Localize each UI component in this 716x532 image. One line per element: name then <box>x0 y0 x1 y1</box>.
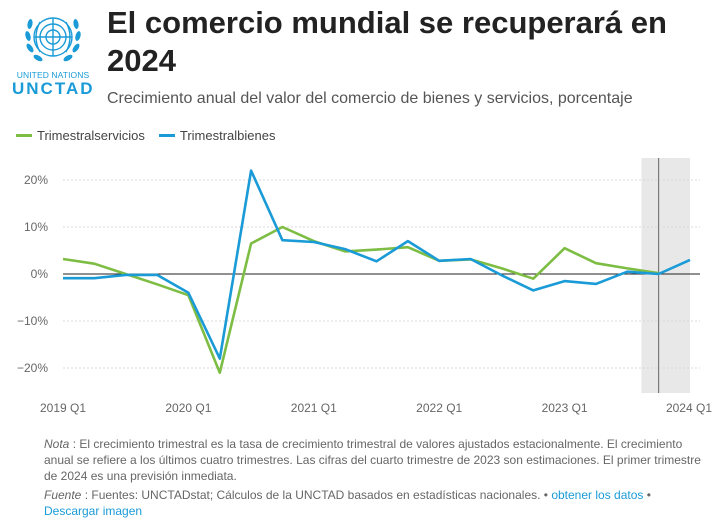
legend-label-servicios: Trimestralservicios <box>37 128 145 143</box>
nota-paragraph: Nota : El crecimiento trimestral es la t… <box>44 436 706 484</box>
nota-text: : El crecimiento trimestral es la tasa d… <box>44 437 701 483</box>
x-tick-label: 2019 Q1 <box>40 401 86 415</box>
y-tick-label: −20% <box>17 361 48 375</box>
y-tick-label: −10% <box>17 314 48 328</box>
fuente-paragraph: Fuente : Fuentes: UNCTADstat; Cálculos d… <box>44 487 706 519</box>
x-tick-label: 2023 Q1 <box>542 401 588 415</box>
x-tick-label: 2021 Q1 <box>291 401 337 415</box>
series-line-servicios <box>62 225 659 374</box>
un-emblem-icon <box>25 17 81 62</box>
get-data-link[interactable]: obtener los datos <box>551 488 644 502</box>
chart-title: El comercio mundial se recuperará en 202… <box>107 5 667 78</box>
nota-label: Nota <box>44 437 70 451</box>
separator: • <box>540 488 552 502</box>
y-tick-label: 0% <box>31 267 49 281</box>
legend-item-servicios[interactable]: Trimestralservicios <box>16 128 145 143</box>
fuente-text: : Fuentes: UNCTADstat; Cálculos de la UN… <box>81 488 541 502</box>
legend-item-bienes[interactable]: Trimestralbienes <box>158 128 276 143</box>
legend-label-bienes: Trimestralbienes <box>179 128 276 143</box>
x-tick-label: 2020 Q1 <box>165 401 211 415</box>
x-tick-label: 2022 Q1 <box>416 401 462 415</box>
unctad-logo: UNITED NATIONS UNCTAD <box>12 6 94 102</box>
legend: Trimestralservicios Trimestralbienes <box>16 128 275 143</box>
line-chart: 20% 10% 0% −10% −20% 2019 Q1 2020 Q1 2021 Q1 202… <box>17 158 712 415</box>
fuente-label: Fuente <box>44 488 82 502</box>
legend-swatch-bienes <box>158 134 175 137</box>
logo-line1: UNITED NATIONS <box>16 70 90 80</box>
download-image-link[interactable]: Descargar imagen <box>44 504 143 518</box>
separator: • <box>643 488 651 502</box>
series-line-bienes <box>63 169 691 360</box>
logo-line2: UNCTAD <box>12 79 95 98</box>
chart-subtitle: Crecimiento anual del valor del comercio… <box>107 90 633 107</box>
forecast-band <box>641 158 690 393</box>
chart-notes: Nota : El crecimiento trimestral es la t… <box>44 436 706 519</box>
y-tick-label: 20% <box>24 173 48 187</box>
x-tick-label: 2024 Q1 <box>666 401 712 415</box>
legend-swatch-servicios <box>16 134 32 137</box>
y-tick-label: 10% <box>24 220 48 234</box>
